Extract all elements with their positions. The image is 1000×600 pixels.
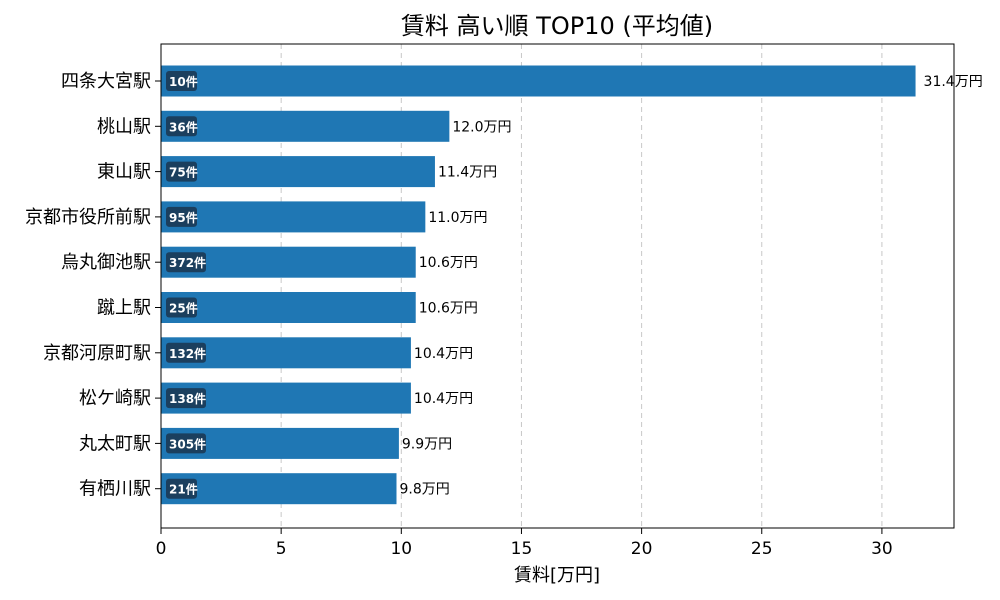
value-label: 11.0万円 — [428, 210, 487, 226]
bar — [161, 201, 426, 233]
bar — [161, 156, 435, 188]
bars — [161, 65, 916, 505]
count-label: 95件 — [169, 210, 198, 225]
count-badge — [166, 433, 206, 454]
x-tick-label: 15 — [511, 539, 533, 559]
x-tick-label: 10 — [390, 539, 412, 559]
count-badge — [166, 71, 197, 91]
value-label: 12.0万円 — [452, 119, 511, 135]
value-label: 11.4万円 — [438, 165, 497, 181]
count-badge — [166, 116, 197, 137]
category-label: 蹴上駅 — [97, 298, 151, 319]
category-label: 丸太町駅 — [79, 433, 151, 454]
count-label: 21件 — [169, 482, 198, 497]
count-badge — [166, 342, 206, 363]
x-tick-label: 25 — [751, 539, 773, 559]
count-label: 75件 — [169, 165, 198, 180]
count-badge — [166, 161, 197, 182]
category-label: 四条大宮駅 — [61, 71, 151, 92]
x-tick-label: 30 — [871, 539, 893, 559]
count-label: 138件 — [169, 391, 206, 406]
value-label: 9.8万円 — [399, 482, 449, 498]
count-badge — [166, 206, 197, 227]
value-label: 9.9万円 — [402, 436, 452, 452]
bar — [161, 110, 450, 142]
x-tick-label: 20 — [631, 539, 653, 559]
count-label: 36件 — [169, 119, 198, 134]
chart-title: 賃料 高い順 TOP10 (平均値) — [401, 12, 713, 40]
plot-frame — [160, 43, 955, 529]
category-label: 東山駅 — [97, 162, 151, 183]
value-label: 10.4万円 — [414, 346, 473, 362]
x-tick-label: 5 — [276, 539, 287, 559]
bar — [161, 292, 416, 323]
category-label: 有栖川駅 — [79, 479, 151, 500]
x-axis: 0 5 10 15 20 25 30 — [156, 528, 893, 559]
category-label: 松ケ崎駅 — [79, 388, 151, 409]
value-label: 31.4万円 — [924, 74, 983, 90]
x-tick-label: 0 — [156, 539, 167, 559]
count-badge — [166, 388, 206, 409]
bar — [161, 65, 916, 97]
value-label: 10.6万円 — [419, 301, 478, 317]
count-badge — [166, 297, 197, 318]
count-badge — [166, 252, 206, 273]
count-label: 10件 — [169, 74, 198, 89]
category-label: 京都河原町駅 — [43, 343, 151, 364]
count-label: 25件 — [169, 301, 198, 316]
category-label: 烏丸御池駅 — [61, 252, 151, 273]
count-label: 305件 — [169, 436, 206, 451]
x-axis-label: 賃料[万円] — [514, 565, 600, 586]
value-label: 10.4万円 — [414, 391, 473, 407]
category-label: 京都市役所前駅 — [25, 207, 151, 228]
bar — [161, 473, 397, 505]
count-badge — [166, 478, 197, 499]
count-label: 372件 — [169, 255, 206, 270]
count-label: 132件 — [169, 346, 206, 361]
category-label: 桃山駅 — [97, 116, 151, 137]
value-label: 10.6万円 — [419, 255, 478, 271]
